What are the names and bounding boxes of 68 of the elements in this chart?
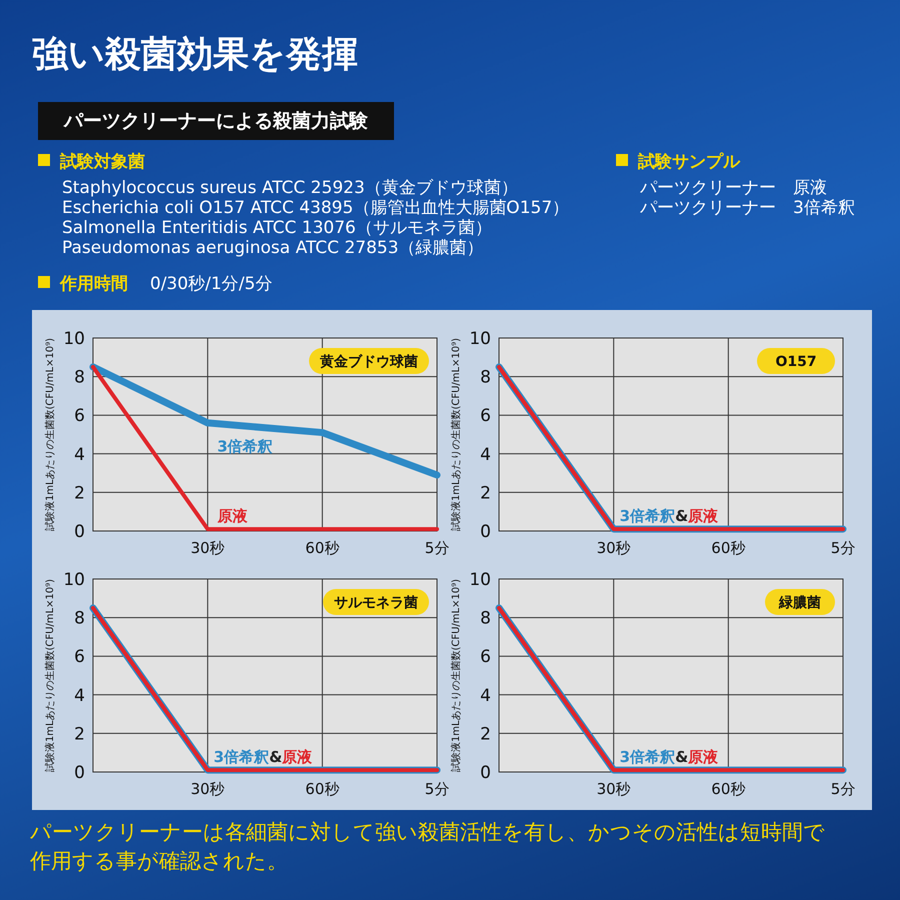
text: パーツクリーナーは各細菌に対して強い殺菌活性を有し、かつその活性は短時間で作用する事が確認された。 xyxy=(30,819,826,875)
x-tick-label: 5分 xyxy=(830,780,856,798)
y-tick-label: 4 xyxy=(480,444,491,465)
y-tick-label: 6 xyxy=(480,406,491,426)
y-tick-label: 0 xyxy=(480,522,491,542)
text: サルモネラ菌 xyxy=(334,595,418,611)
x-tick-label: 30秒 xyxy=(190,780,225,798)
series-label: 原液 xyxy=(216,507,249,526)
series-label: 3倍希釈 xyxy=(217,438,273,456)
text: 試験サンプル xyxy=(638,151,740,173)
text: 強い殺菌効果を発揮 xyxy=(32,33,358,77)
y-tick-label: 10 xyxy=(469,570,491,590)
x-tick-label: 30秒 xyxy=(190,539,225,557)
x-tick-label: 60秒 xyxy=(305,780,340,798)
series-label: 原液 xyxy=(687,507,720,526)
y-tick-label: 6 xyxy=(74,406,85,426)
y-axis-title: 試験液1mLあたりの生菌数(CFU/mL×10⁹) xyxy=(44,338,56,531)
annotation: & xyxy=(675,507,688,526)
text: 0/30秒/1分/5分 xyxy=(150,273,272,295)
y-axis-title: 試験液1mLあたりの生菌数(CFU/mL×10⁹) xyxy=(450,578,462,772)
annotation: & xyxy=(675,748,688,766)
text: パーツクリーナー 原液 xyxy=(640,177,827,198)
y-tick-label: 4 xyxy=(74,686,85,706)
y-tick-label: 2 xyxy=(74,483,85,504)
y-tick-label: 10 xyxy=(469,329,491,349)
y-tick-label: 8 xyxy=(480,368,491,388)
x-tick-label: 60秒 xyxy=(711,780,746,798)
text: 黄金ブドウ球菌 xyxy=(319,353,418,370)
text: 作用時間 xyxy=(60,273,128,295)
y-tick-label: 2 xyxy=(480,724,491,744)
series-label: 原液 xyxy=(687,748,720,766)
x-tick-label: 5分 xyxy=(424,780,450,798)
y-tick-label: 8 xyxy=(74,368,85,388)
annotation: & xyxy=(269,748,282,766)
x-tick-label: 60秒 xyxy=(711,539,746,557)
y-tick-label: 8 xyxy=(480,608,491,629)
series-label: 3倍希釈 xyxy=(620,748,676,766)
x-tick-label: 30秒 xyxy=(596,780,631,798)
y-tick-label: 2 xyxy=(480,483,491,504)
x-tick-label: 60秒 xyxy=(305,539,340,557)
series-label: 原液 xyxy=(281,748,314,766)
text: 試験対象菌 xyxy=(60,151,145,173)
y-tick-label: 2 xyxy=(74,724,85,744)
y-tick-label: 0 xyxy=(480,763,491,783)
text: 緑膿菌 xyxy=(778,595,821,611)
y-tick-label: 0 xyxy=(74,522,85,542)
series-label: 3倍希釈 xyxy=(214,748,270,766)
text: Salmonella Enteritidis ATCC 13076（サルモネラ菌） xyxy=(62,217,492,239)
text: Escherichia coli O157 ATCC 43895（腸管出血性大腸菌O157） xyxy=(62,197,570,219)
y-tick-label: 10 xyxy=(63,570,85,590)
y-tick-label: 4 xyxy=(480,686,491,706)
y-axis-title: 試験液1mLあたりの生菌数(CFU/mL×10⁹) xyxy=(44,578,56,772)
y-tick-label: 6 xyxy=(480,647,491,668)
y-tick-label: 4 xyxy=(74,444,85,465)
x-tick-label: 5分 xyxy=(424,539,450,557)
text: パーツクリーナーによる殺菌力試験 xyxy=(38,102,394,140)
y-tick-label: 10 xyxy=(63,329,85,349)
text: パーツクリーナー 3倍希釈 xyxy=(640,197,855,219)
text: Staphylococcus sureus ATCC 25923（黄金ブドウ球菌） xyxy=(62,177,518,199)
y-tick-label: 8 xyxy=(74,608,85,629)
y-axis-title: 試験液1mLあたりの生菌数(CFU/mL×10⁹) xyxy=(450,338,462,531)
x-tick-label: 30秒 xyxy=(596,539,631,557)
x-tick-label: 5分 xyxy=(830,539,856,557)
text: O157 xyxy=(775,354,817,370)
text: Paseudomonas aeruginosa ATCC 27853（緑膿菌） xyxy=(62,237,484,259)
y-tick-label: 0 xyxy=(74,763,85,783)
y-tick-label: 6 xyxy=(74,647,85,668)
series-label: 3倍希釈 xyxy=(620,507,676,526)
